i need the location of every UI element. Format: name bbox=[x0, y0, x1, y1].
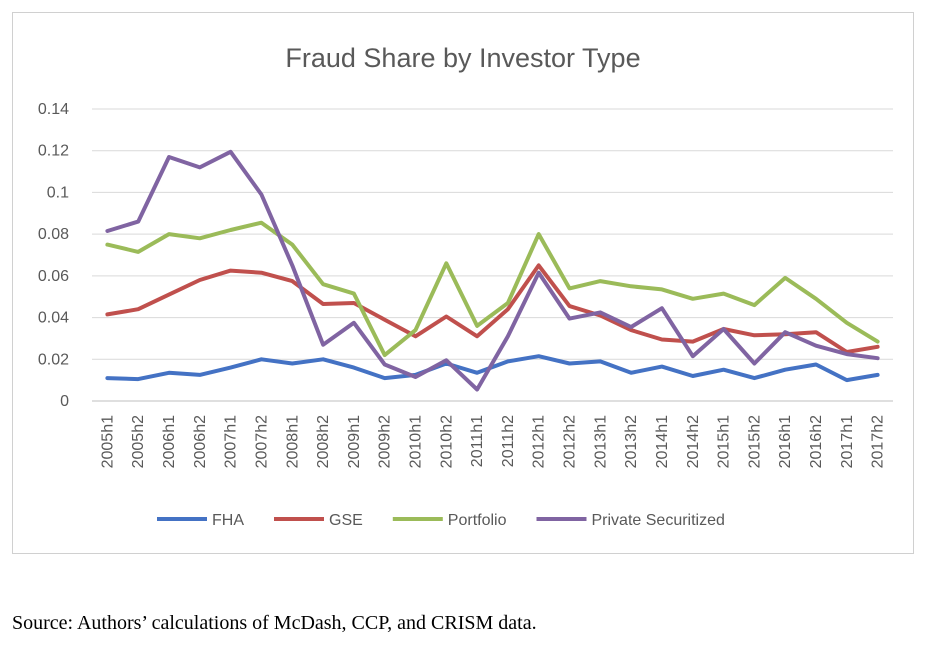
x-tick-label: 2006h1 bbox=[161, 415, 178, 468]
legend-label: Portfolio bbox=[448, 512, 507, 529]
x-tick-label: 2005h1 bbox=[99, 415, 116, 468]
x-tick-label: 2012h2 bbox=[562, 415, 579, 468]
x-tick-label: 2014h1 bbox=[654, 415, 671, 468]
x-axis: 2005h1 2005h2 2006h1 2006h2 2007h1 2007h2 2008… bbox=[99, 415, 886, 468]
y-tick-label: 0.08 bbox=[38, 226, 69, 243]
source-note: Source: Authors’ calculations of McDash,… bbox=[12, 612, 537, 634]
y-tick-label: 0.02 bbox=[38, 351, 69, 368]
x-tick-label: 2008h2 bbox=[315, 415, 332, 468]
x-tick-label: 2006h2 bbox=[192, 415, 209, 468]
x-tick-label: 2012h1 bbox=[531, 415, 548, 468]
x-tick-label: 2013h2 bbox=[623, 415, 640, 468]
legend-label: FHA bbox=[212, 512, 244, 529]
x-tick-label: 2014h2 bbox=[685, 415, 702, 468]
y-tick-label: 0.06 bbox=[38, 268, 69, 285]
series-line-fha bbox=[105, 354, 880, 383]
y-tick-label: 0 bbox=[60, 393, 69, 410]
x-tick-label: 2008h1 bbox=[284, 415, 301, 468]
x-tick-label: 2011h2 bbox=[500, 415, 517, 467]
y-axis: 0 0.02 0.04 0.06 0.08 0.1 0.12 0.14 bbox=[38, 101, 69, 410]
x-tick-label: 2016h1 bbox=[777, 415, 794, 468]
gridlines bbox=[92, 108, 893, 402]
y-tick-label: 0.04 bbox=[38, 310, 69, 327]
legend: FHA GSE Portfolio Private Securitized bbox=[157, 512, 725, 529]
x-tick-label: 2017h1 bbox=[839, 415, 856, 468]
x-tick-label: 2011h1 bbox=[469, 415, 486, 467]
y-tick-label: 0.1 bbox=[47, 184, 69, 201]
legend-label: GSE bbox=[329, 512, 363, 529]
series-lines bbox=[105, 149, 880, 392]
line-chart: Fraud Share by Investor Type 0 0.02 0.04 0.… bbox=[38, 43, 893, 529]
y-tick-label: 0.14 bbox=[38, 101, 69, 118]
x-tick-label: 2010h1 bbox=[407, 415, 424, 468]
legend-label: Private Securitized bbox=[592, 512, 725, 529]
x-tick-label: 2015h1 bbox=[716, 415, 733, 468]
chart-frame: Fraud Share by Investor Type 0 0.02 0.04 0.… bbox=[12, 12, 914, 554]
series-line-gse bbox=[105, 263, 880, 354]
x-tick-label: 2010h2 bbox=[438, 415, 455, 468]
x-tick-label: 2009h1 bbox=[346, 415, 363, 468]
x-tick-label: 2009h2 bbox=[377, 415, 394, 468]
x-tick-label: 2007h2 bbox=[253, 415, 270, 468]
x-tick-label: 2016h2 bbox=[808, 415, 825, 468]
series-line-portfolio bbox=[105, 220, 880, 358]
x-tick-label: 2015h2 bbox=[746, 415, 763, 468]
chart-title: Fraud Share by Investor Type bbox=[285, 43, 640, 73]
x-tick-label: 2007h1 bbox=[223, 415, 240, 468]
x-tick-label: 2005h2 bbox=[130, 415, 147, 468]
series-line-private-securitized bbox=[105, 149, 880, 392]
x-tick-label: 2013h1 bbox=[592, 415, 609, 468]
y-tick-label: 0.12 bbox=[38, 143, 69, 160]
x-tick-label: 2017h2 bbox=[870, 415, 887, 468]
